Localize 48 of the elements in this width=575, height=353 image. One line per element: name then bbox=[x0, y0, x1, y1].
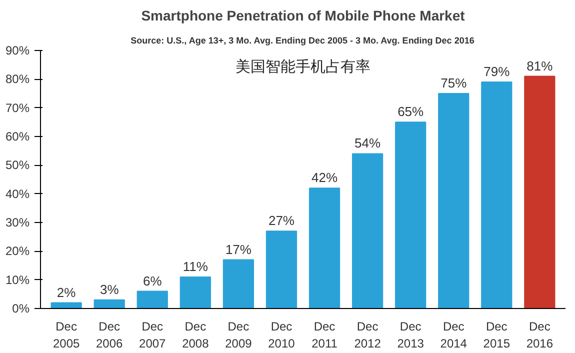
x-tick-label: Dec 2011 bbox=[312, 320, 338, 350]
data-label: 11% bbox=[182, 258, 208, 274]
annotation: 美国智能手机占有率 bbox=[236, 58, 370, 76]
bar bbox=[395, 122, 426, 308]
x-tick-label: Dec 2007 bbox=[139, 320, 166, 350]
data-label: 79% bbox=[484, 64, 510, 80]
data-label: 6% bbox=[142, 273, 162, 288]
bar bbox=[481, 82, 512, 308]
y-tick-label: 20% bbox=[5, 244, 30, 258]
y-tick-label: 80% bbox=[5, 72, 30, 86]
data-label: 54% bbox=[354, 136, 381, 151]
data-label: 17% bbox=[225, 242, 252, 257]
x-tick-label: Dec 2013 bbox=[397, 320, 424, 350]
x-tick-label: Dec 2006 bbox=[96, 320, 124, 350]
x-tick-label: Dec 2009 bbox=[225, 320, 252, 350]
data-label: 2% bbox=[56, 284, 76, 300]
y-tick-label: 40% bbox=[5, 186, 30, 201]
bar bbox=[222, 259, 254, 308]
data-label: 81% bbox=[526, 58, 554, 74]
bar bbox=[438, 93, 470, 308]
y-tick-label: 90% bbox=[5, 44, 30, 58]
y-tick-label: 70% bbox=[5, 100, 30, 115]
x-tick-label: Dec 2016 bbox=[526, 320, 554, 350]
data-label: 75% bbox=[440, 76, 468, 90]
y-tick-label: 10% bbox=[5, 272, 30, 287]
x-tick-label: Dec 2014 bbox=[440, 320, 468, 350]
bar bbox=[352, 153, 384, 308]
bar bbox=[136, 290, 168, 308]
chart-subtitle: Source: U.S., Age 13+, 3 Mo. Avg. Ending Dec 2005 - 3 Mo. Avg. Ending Dec 2016 bbox=[130, 36, 474, 46]
bar bbox=[180, 276, 211, 308]
data-label: 42% bbox=[312, 170, 338, 186]
y-tick-label: 60% bbox=[5, 130, 30, 144]
bar bbox=[308, 188, 340, 308]
data-label: 3% bbox=[100, 282, 120, 297]
bar bbox=[94, 299, 125, 308]
x-tick-label: Dec 2008 bbox=[182, 320, 210, 350]
chart-title: Smartphone Penetration of Mobile Phone Market bbox=[141, 8, 466, 24]
data-label: 65% bbox=[398, 104, 424, 120]
y-tick-label: 50% bbox=[5, 158, 30, 172]
x-tick-label: Dec 2015 bbox=[483, 320, 510, 350]
bar bbox=[266, 230, 298, 308]
y-tick-label: 0% bbox=[12, 302, 30, 316]
bar bbox=[524, 76, 556, 308]
data-label: 27% bbox=[268, 213, 295, 228]
x-tick-label: Dec 2005 bbox=[52, 320, 80, 350]
y-tick-label: 30% bbox=[5, 216, 30, 230]
x-tick-label: Dec 2010 bbox=[268, 320, 296, 350]
x-tick-label: Dec 2012 bbox=[354, 320, 382, 350]
